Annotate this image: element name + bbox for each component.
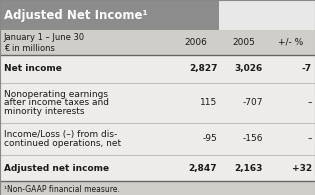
Bar <box>0 30 315 55</box>
Bar <box>0 123 315 155</box>
Text: 2006: 2006 <box>184 38 207 47</box>
Text: Adjusted Net Income¹: Adjusted Net Income¹ <box>4 9 147 22</box>
Text: Adjusted net income: Adjusted net income <box>4 164 109 173</box>
Text: +/- %: +/- % <box>278 38 303 47</box>
Text: Income/Loss (–) from dis-: Income/Loss (–) from dis- <box>4 130 117 139</box>
Text: –: – <box>307 98 312 107</box>
Text: 2,827: 2,827 <box>189 64 217 73</box>
Text: after income taxes and: after income taxes and <box>4 98 109 107</box>
Bar <box>0 55 315 83</box>
Text: minority interests: minority interests <box>4 106 84 116</box>
Text: +32: +32 <box>292 164 312 173</box>
Text: -95: -95 <box>203 134 217 144</box>
Text: € in millions: € in millions <box>4 44 55 53</box>
Text: 2,847: 2,847 <box>189 164 217 173</box>
Text: Net income: Net income <box>4 64 62 73</box>
Bar <box>0 83 315 123</box>
Bar <box>0 181 315 195</box>
Bar <box>219 0 315 30</box>
Bar <box>0 155 315 181</box>
Text: 115: 115 <box>200 98 217 107</box>
Text: ¹Non-GAAP financial measure.: ¹Non-GAAP financial measure. <box>4 185 120 194</box>
Text: 2,163: 2,163 <box>235 164 263 173</box>
Bar <box>0 0 219 30</box>
Text: -707: -707 <box>243 98 263 107</box>
Text: –: – <box>307 134 312 144</box>
Text: 3,026: 3,026 <box>235 64 263 73</box>
Text: -7: -7 <box>302 64 312 73</box>
Text: Nonoperating earnings: Nonoperating earnings <box>4 90 108 99</box>
Text: continued operations, net: continued operations, net <box>4 138 121 148</box>
Text: -156: -156 <box>243 134 263 144</box>
Text: 2005: 2005 <box>232 38 255 47</box>
Text: January 1 – June 30: January 1 – June 30 <box>4 33 85 42</box>
